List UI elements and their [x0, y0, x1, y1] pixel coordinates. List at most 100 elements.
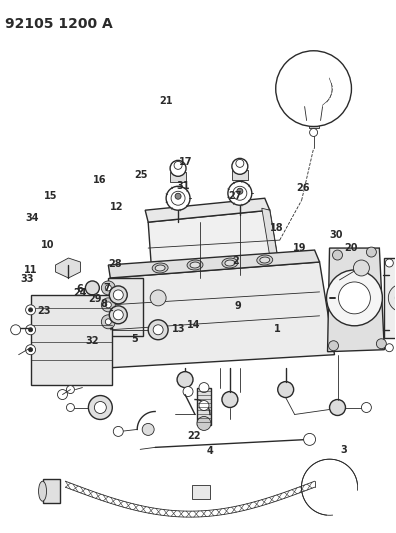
Bar [42, 479, 61, 503]
Circle shape [101, 298, 115, 312]
Polygon shape [110, 262, 335, 368]
Circle shape [88, 395, 112, 419]
Circle shape [327, 270, 383, 326]
Circle shape [67, 403, 74, 411]
Circle shape [101, 315, 115, 329]
Circle shape [276, 51, 352, 126]
Circle shape [57, 390, 67, 400]
Circle shape [26, 325, 36, 335]
Circle shape [170, 160, 186, 176]
Polygon shape [305, 107, 323, 120]
Bar [170, 172, 186, 182]
Bar [308, 120, 318, 128]
Ellipse shape [225, 260, 235, 266]
Circle shape [174, 161, 182, 169]
Circle shape [29, 308, 32, 312]
Text: 33: 33 [21, 274, 34, 284]
Polygon shape [145, 198, 270, 222]
Ellipse shape [222, 258, 238, 268]
Circle shape [29, 328, 32, 332]
Text: 29: 29 [89, 294, 102, 304]
Circle shape [113, 426, 123, 437]
Circle shape [362, 402, 371, 413]
Text: 13: 13 [172, 324, 186, 334]
Text: 10: 10 [40, 240, 54, 251]
Text: 27: 27 [229, 191, 242, 201]
Circle shape [228, 181, 252, 205]
Circle shape [171, 191, 185, 205]
Text: 23: 23 [37, 306, 51, 316]
Text: 5: 5 [131, 334, 138, 344]
Circle shape [94, 401, 106, 414]
Text: 92105 1200 A: 92105 1200 A [5, 17, 112, 31]
Text: 6: 6 [76, 284, 83, 294]
Circle shape [339, 282, 370, 314]
Circle shape [177, 372, 193, 387]
Circle shape [29, 348, 32, 352]
Text: 31: 31 [176, 181, 190, 191]
Bar [232, 171, 248, 180]
Polygon shape [327, 248, 385, 352]
Circle shape [153, 325, 163, 335]
Circle shape [199, 383, 209, 393]
Bar [109, 278, 143, 336]
Circle shape [113, 310, 123, 320]
Polygon shape [55, 258, 80, 278]
Text: 28: 28 [109, 260, 122, 269]
Bar [192, 485, 210, 499]
Circle shape [278, 382, 294, 398]
Text: 14: 14 [187, 320, 201, 330]
Circle shape [333, 250, 343, 260]
Circle shape [109, 286, 127, 304]
Text: 11: 11 [24, 265, 38, 275]
Circle shape [175, 193, 181, 199]
Circle shape [304, 433, 316, 446]
Text: 26: 26 [296, 183, 309, 193]
Text: 32: 32 [86, 336, 99, 346]
Text: 20: 20 [345, 244, 358, 254]
Circle shape [236, 159, 244, 167]
Text: 8: 8 [101, 298, 108, 309]
Ellipse shape [155, 265, 165, 271]
Text: 7: 7 [104, 282, 110, 293]
Polygon shape [148, 210, 280, 278]
Bar [30, 295, 112, 385]
Circle shape [183, 386, 193, 397]
Circle shape [376, 339, 386, 349]
Polygon shape [109, 250, 320, 278]
Circle shape [142, 423, 154, 435]
Circle shape [109, 306, 127, 324]
Text: 18: 18 [270, 223, 284, 233]
Text: 21: 21 [160, 96, 173, 106]
Circle shape [105, 319, 111, 325]
Circle shape [232, 158, 248, 174]
Circle shape [101, 281, 115, 295]
Text: 4: 4 [206, 446, 213, 456]
Text: 16: 16 [93, 175, 106, 185]
Text: 34: 34 [25, 213, 39, 223]
Ellipse shape [190, 262, 200, 268]
Circle shape [388, 284, 396, 312]
Text: 22: 22 [187, 431, 201, 441]
Circle shape [105, 285, 111, 291]
Text: 1: 1 [274, 324, 280, 334]
Text: 12: 12 [110, 202, 124, 212]
Circle shape [197, 416, 211, 431]
Text: 3: 3 [341, 445, 347, 455]
Circle shape [150, 290, 166, 306]
Circle shape [67, 385, 74, 393]
Circle shape [199, 400, 209, 410]
Polygon shape [262, 208, 280, 270]
Circle shape [113, 290, 123, 300]
Text: 25: 25 [134, 170, 148, 180]
Circle shape [237, 188, 243, 194]
Text: 15: 15 [44, 191, 57, 201]
Circle shape [222, 392, 238, 408]
Circle shape [329, 400, 345, 416]
Bar [197, 387, 211, 425]
Circle shape [385, 259, 393, 267]
Text: 19: 19 [293, 244, 307, 254]
Circle shape [385, 344, 393, 352]
Ellipse shape [187, 260, 203, 270]
Circle shape [310, 128, 318, 136]
